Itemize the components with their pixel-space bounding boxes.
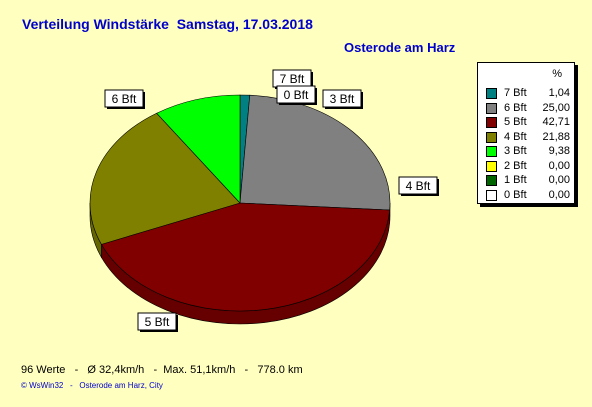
svg-text:5 Bft: 5 Bft: [145, 315, 170, 329]
legend-value: 0,00: [548, 174, 570, 186]
slice-label-7-bft: 7 Bft: [272, 69, 313, 89]
credit-line: © WsWin32 - Osterode am Harz, City: [21, 381, 163, 390]
legend-value: 25,00: [542, 101, 570, 114]
legend-header: %: [552, 68, 562, 80]
legend-label: 1 Bft: [504, 174, 527, 186]
slice-label-5-bft: 5 Bft: [137, 312, 178, 332]
pie-slice-5-bft: [100, 202, 391, 312]
pie-slice-3-bft: [156, 94, 241, 204]
legend-swatch: [486, 160, 497, 172]
legend-value: 0,00: [548, 159, 570, 172]
legend-item: 3 Bft 9,38: [486, 145, 570, 157]
legend-value: 9,38: [548, 145, 570, 157]
legend-swatch: [486, 131, 497, 143]
pie-slice-6-bft: [239, 94, 391, 211]
legend-swatch: [486, 102, 497, 114]
legend-swatch: [486, 175, 497, 186]
legend-label: 3 Bft: [504, 145, 527, 157]
legend-value: 42,71: [542, 116, 570, 128]
legend-value: 0,00: [548, 188, 570, 201]
legend-item: 5 Bft 42,71: [486, 116, 570, 128]
legend: % 7 Bft 1,04 6 Bft 25,00 5 Bft 42,71 4 Bft 21,8…: [477, 62, 575, 204]
slice-label-0-bft: 0 Bft: [276, 85, 317, 105]
svg-text:0 Bft: 0 Bft: [284, 88, 309, 102]
slice-label-6-bft: 6 Bft: [104, 89, 145, 109]
legend-label: 2 Bft: [504, 159, 527, 172]
legend-swatch: [486, 146, 497, 157]
legend-value: 21,88: [542, 130, 570, 143]
svg-text:7 Bft: 7 Bft: [280, 72, 305, 86]
svg-text:4 Bft: 4 Bft: [406, 179, 431, 193]
legend-label: 5 Bft: [504, 116, 527, 128]
legend-label: 7 Bft: [504, 87, 527, 99]
legend-item: 6 Bft 25,00: [486, 102, 570, 114]
svg-text:3 Bft: 3 Bft: [330, 92, 355, 106]
legend-item: 0 Bft 0,00: [486, 189, 570, 201]
legend-value: 1,04: [548, 87, 570, 99]
slice-label-4-bft: 4 Bft: [398, 176, 439, 196]
legend-item: 7 Bft 1,04: [486, 87, 570, 99]
svg-text:6 Bft: 6 Bft: [112, 92, 137, 106]
slice-label-3-bft: 3 Bft: [322, 89, 363, 109]
legend-swatch: [486, 189, 497, 201]
legend-label: 6 Bft: [504, 101, 527, 114]
legend-swatch: [486, 88, 497, 99]
legend-item: 4 Bft 21,88: [486, 131, 570, 143]
legend-item: 1 Bft 0,00: [486, 174, 570, 186]
legend-label: 0 Bft: [504, 188, 527, 201]
legend-swatch: [486, 117, 497, 128]
legend-label: 4 Bft: [504, 130, 527, 143]
pie-slice-4-bft: [89, 112, 241, 245]
stats-footer: 96 Werte - Ø 32,4km/h - Max. 51,1km/h - …: [21, 364, 303, 376]
legend-item: 2 Bft 0,00: [486, 160, 570, 172]
chart-subtitle: Osterode am Harz: [344, 40, 456, 55]
chart-title: Verteilung Windstärke Samstag, 17.03.201…: [22, 16, 313, 32]
